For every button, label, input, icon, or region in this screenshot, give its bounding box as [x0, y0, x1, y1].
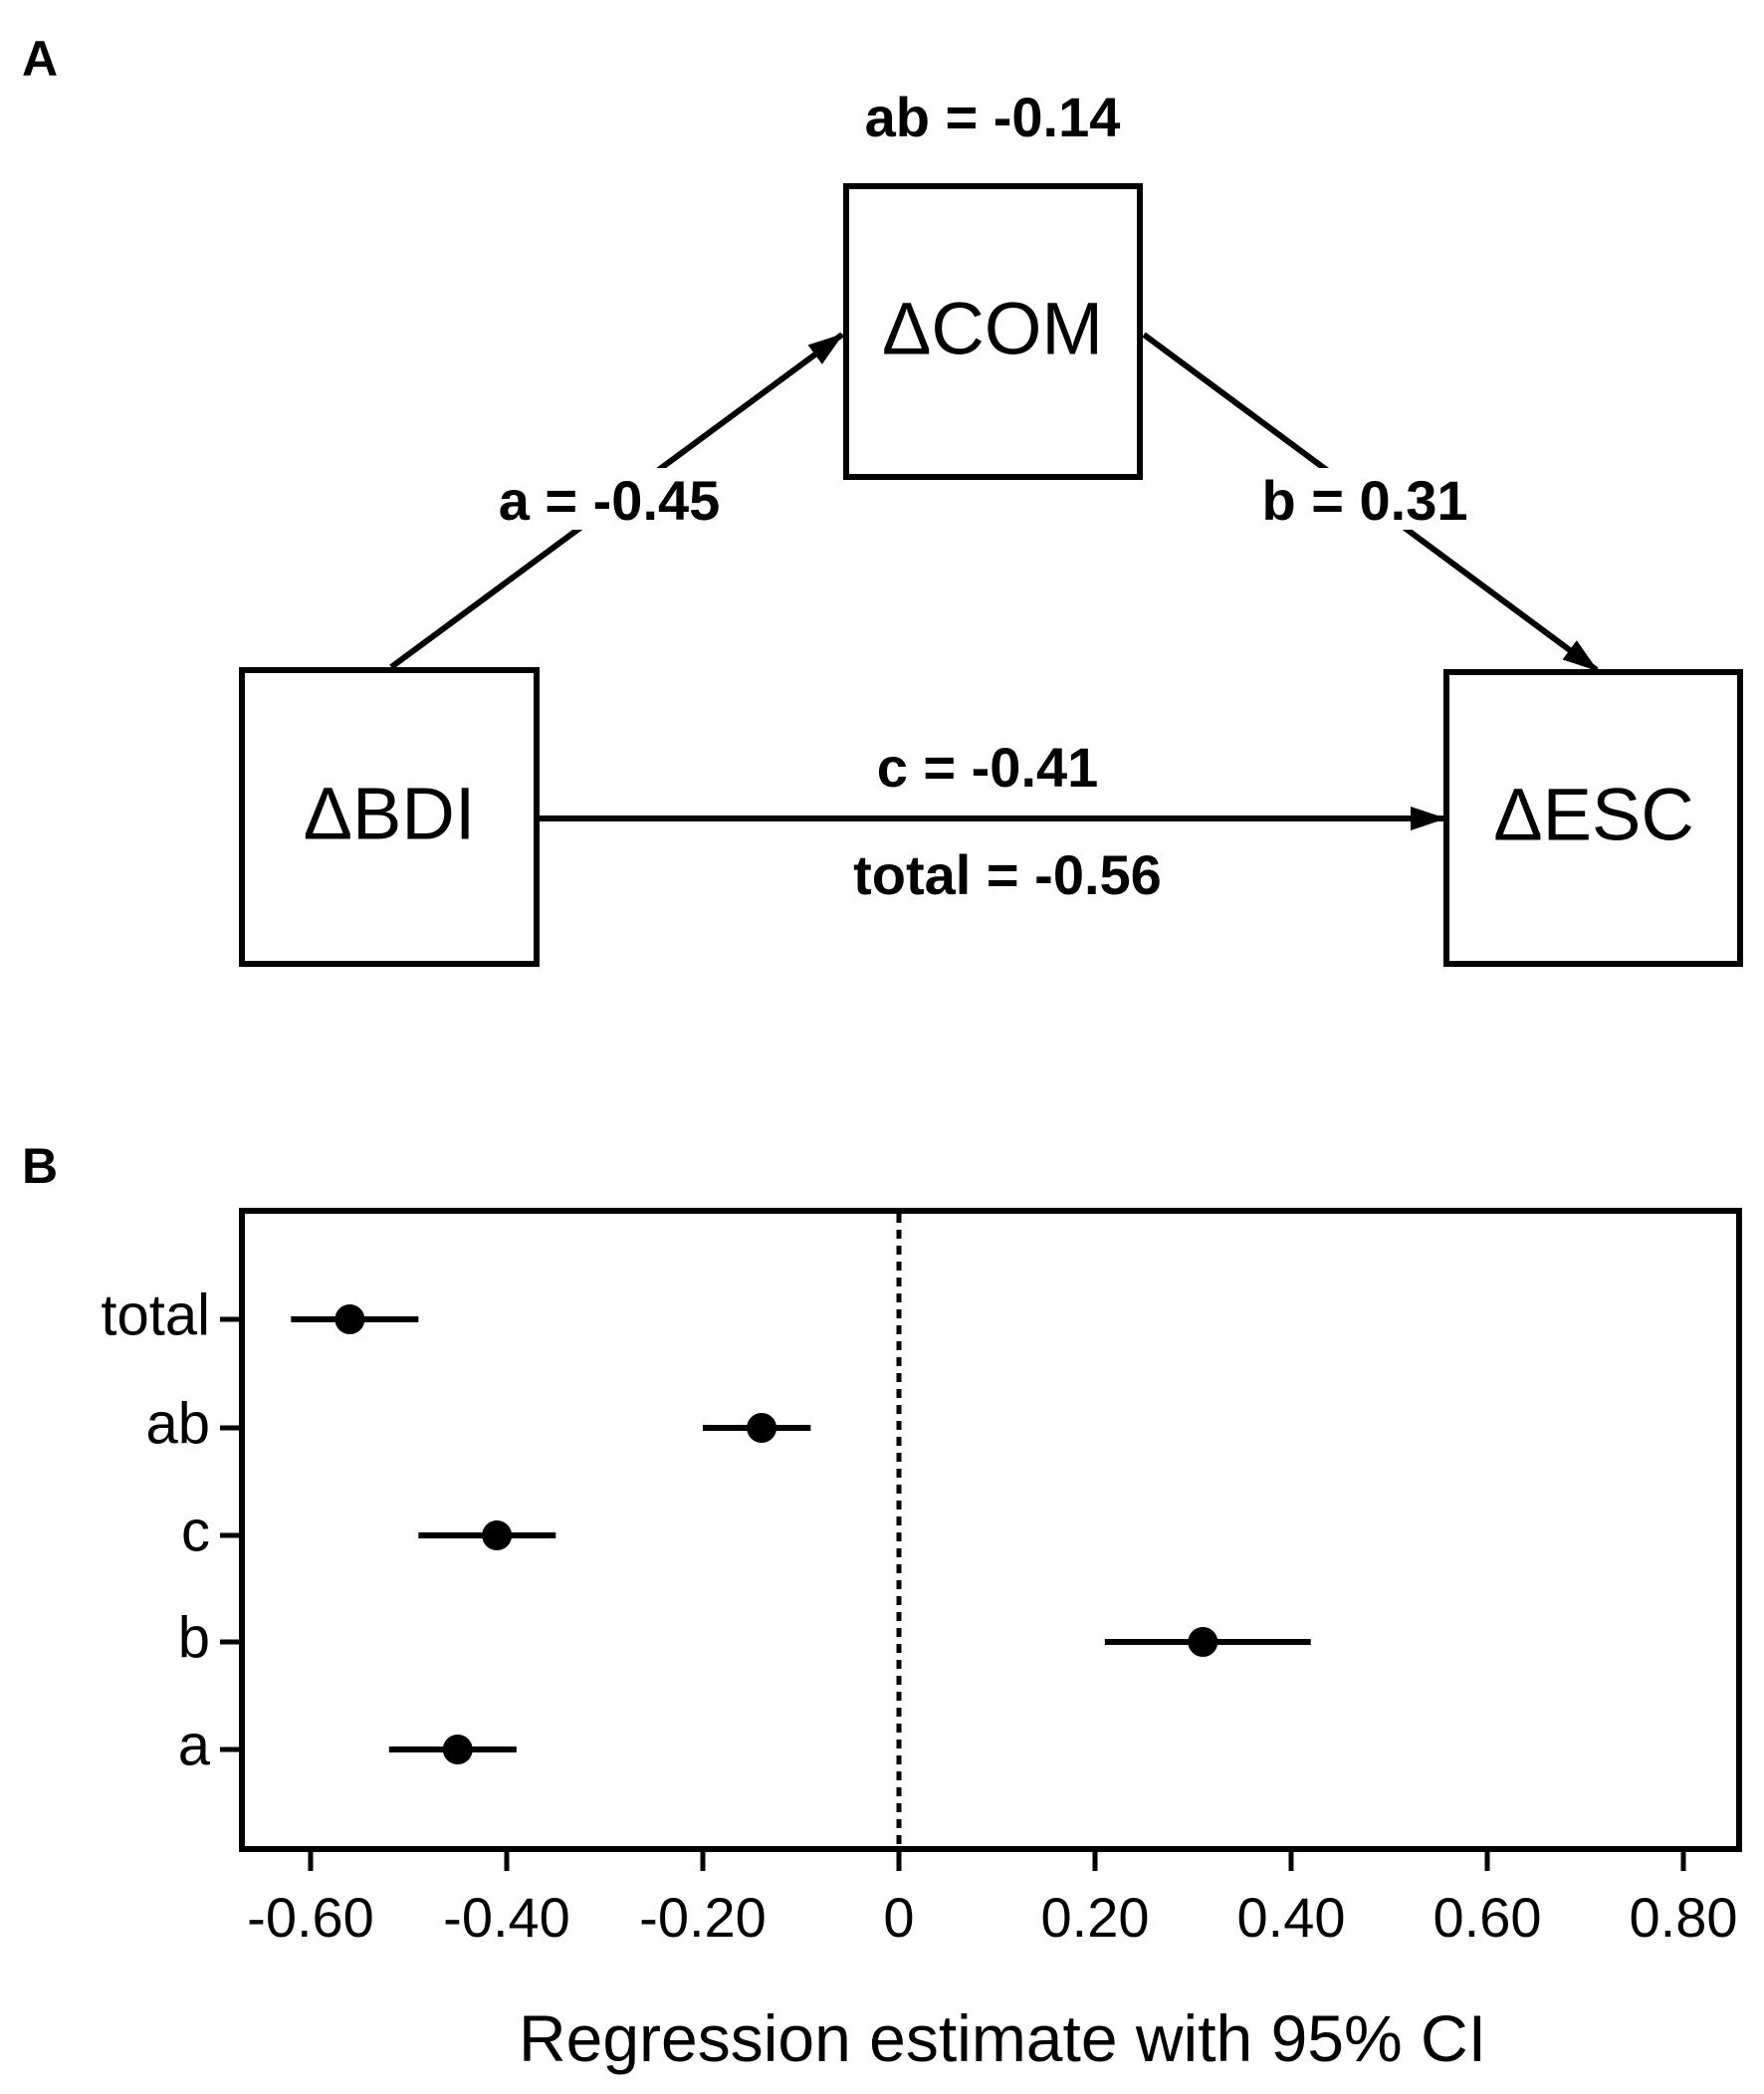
x-axis-title: Regression estimate with 95% CI: [519, 2001, 1486, 2075]
panel-a: A ΔCOM ΔBDI ΔESC ab = -0.14 a = -0.45 b …: [22, 31, 1743, 967]
x-tick-label: -0.40: [443, 1886, 570, 1949]
x-tick-label: 0.40: [1237, 1886, 1346, 1949]
y-category-label: b: [178, 1605, 210, 1670]
estimate-point-a: [442, 1735, 473, 1764]
path-c-label: c = -0.41: [877, 736, 1099, 799]
x-tick-label: 0.80: [1630, 1886, 1738, 1949]
x-tick-label: 0.60: [1433, 1886, 1542, 1949]
y-category-label: total: [101, 1282, 210, 1347]
node-predictor-label: ΔBDI: [304, 773, 476, 855]
estimate-point-ab: [747, 1413, 777, 1443]
y-axis: total ab cba: [101, 1282, 242, 1777]
path-a-label: a = -0.45: [499, 469, 721, 532]
path-total-label: total = -0.56: [853, 843, 1162, 906]
y-category-label: c: [181, 1499, 210, 1563]
x-tick-label: 0.20: [1041, 1886, 1150, 1949]
panel-b-letter: B: [22, 1138, 58, 1194]
plot-frame: [239, 1208, 1742, 1852]
estimate-point-b: [1188, 1627, 1218, 1657]
y-category-label: ab: [145, 1391, 210, 1456]
node-predictor: ΔBDI: [239, 667, 540, 967]
node-mediator-label: ΔCOM: [882, 288, 1103, 370]
node-outcome: ΔESC: [1443, 669, 1743, 967]
x-tick-label: 0: [883, 1886, 914, 1949]
x-tick-label: -0.60: [247, 1886, 374, 1949]
path-ab-label: ab = -0.14: [865, 86, 1121, 148]
estimate-series: [291, 1304, 1311, 1764]
x-tick-label: -0.20: [639, 1886, 767, 1949]
node-outcome-label: ΔESC: [1493, 774, 1694, 856]
estimate-point-c: [482, 1520, 513, 1550]
node-mediator: ΔCOM: [843, 183, 1143, 480]
x-axis: -0.60 -0.40 -0.20 0 0.20 0.40 0.60 0.80: [247, 1849, 1738, 1949]
path-b-label: b = 0.31: [1261, 469, 1467, 532]
y-category-label: a: [178, 1713, 211, 1777]
panel-b: B total ab cba -0.60 -0.40 -0.20 0 0.20 0.40 0.6…: [22, 1138, 1742, 2075]
estimate-point-total: [334, 1304, 365, 1334]
panel-a-letter: A: [22, 31, 58, 87]
